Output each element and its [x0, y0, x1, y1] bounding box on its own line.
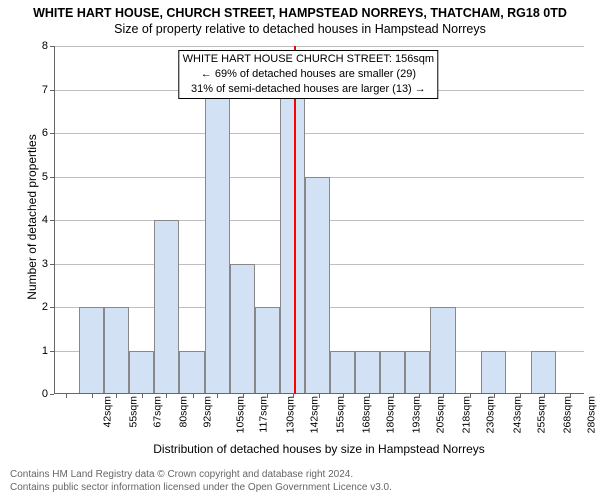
ytick-label: 6	[42, 127, 48, 139]
xtick-mark	[116, 394, 117, 398]
footer-line-2: Contains public sector information licen…	[10, 481, 392, 494]
xtick-label: 205sqm	[435, 396, 447, 433]
xtick-label: 268sqm	[561, 396, 573, 433]
histogram-bar	[79, 307, 104, 394]
xtick-label: 117sqm	[257, 396, 269, 433]
xtick-label: 155sqm	[334, 396, 346, 433]
histogram-bar	[380, 351, 405, 395]
xtick-mark	[243, 394, 244, 398]
y-axis-label: Number of detached properties	[25, 117, 39, 317]
xtick-label: 142sqm	[308, 396, 320, 433]
xtick-mark	[520, 394, 521, 398]
histogram-bar	[230, 264, 255, 395]
xtick-mark	[319, 394, 320, 398]
footer-attribution: Contains HM Land Registry data © Crown c…	[10, 468, 392, 494]
chart-container: WHITE HART HOUSE, CHURCH STREET, HAMPSTE…	[0, 0, 600, 500]
histogram-bar	[104, 307, 129, 394]
gridline	[54, 46, 584, 47]
xtick-mark	[217, 394, 218, 398]
histogram-bar	[305, 177, 330, 395]
xtick-label: 92sqm	[202, 396, 214, 428]
histogram-bar	[355, 351, 380, 395]
chart-title: WHITE HART HOUSE, CHURCH STREET, HAMPSTE…	[0, 0, 600, 20]
annotation-line: 31% of semi-detached houses are larger (…	[183, 82, 434, 97]
xtick-label: 67sqm	[152, 396, 164, 428]
chart-subtitle: Size of property relative to detached ho…	[0, 20, 600, 36]
xtick-mark	[166, 394, 167, 398]
xtick-label: 168sqm	[360, 396, 372, 433]
footer-line-1: Contains HM Land Registry data © Crown c…	[10, 468, 392, 481]
xtick-mark	[443, 394, 444, 398]
plot-area: 01234567842sqm55sqm67sqm80sqm92sqm105sqm…	[54, 46, 584, 394]
annotation-line: ← 69% of detached houses are smaller (29…	[183, 67, 434, 82]
xtick-mark	[66, 394, 67, 398]
histogram-bar	[481, 351, 506, 395]
xtick-label: 193sqm	[411, 396, 423, 433]
histogram-bar	[154, 220, 179, 394]
ytick-label: 5	[42, 171, 48, 183]
xtick-mark	[470, 394, 471, 398]
histogram-bar	[205, 90, 230, 395]
xtick-label: 255sqm	[535, 396, 547, 433]
xtick-label: 130sqm	[284, 396, 296, 433]
xtick-mark	[570, 394, 571, 398]
histogram-bar	[280, 90, 305, 395]
histogram-bar	[531, 351, 556, 395]
histogram-bar	[179, 351, 204, 395]
xtick-mark	[267, 394, 268, 398]
xtick-mark	[544, 394, 545, 398]
histogram-bar	[330, 351, 355, 395]
xtick-label: 105sqm	[234, 396, 246, 433]
annotation-line: WHITE HART HOUSE CHURCH STREET: 156sqm	[183, 52, 434, 67]
histogram-bar	[405, 351, 430, 395]
x-axis-label: Distribution of detached houses by size …	[54, 442, 584, 456]
xtick-label: 230sqm	[485, 396, 497, 433]
xtick-mark	[293, 394, 294, 398]
ytick-label: 8	[42, 40, 48, 52]
xtick-label: 280sqm	[585, 396, 597, 433]
annotation-box: WHITE HART HOUSE CHURCH STREET: 156sqm← …	[179, 50, 438, 99]
ytick-mark	[50, 394, 54, 395]
xtick-mark	[369, 394, 370, 398]
xtick-label: 218sqm	[461, 396, 473, 433]
histogram-bar	[255, 307, 280, 394]
xtick-mark	[193, 394, 194, 398]
xtick-mark	[419, 394, 420, 398]
xtick-mark	[393, 394, 394, 398]
gridline	[54, 133, 584, 134]
ytick-label: 3	[42, 258, 48, 270]
histogram-bar	[129, 351, 154, 395]
ytick-label: 0	[42, 388, 48, 400]
xtick-mark	[494, 394, 495, 398]
xtick-label: 42sqm	[102, 396, 114, 428]
xtick-mark	[142, 394, 143, 398]
histogram-bar	[430, 307, 455, 394]
xtick-label: 80sqm	[178, 396, 190, 428]
ytick-label: 4	[42, 214, 48, 226]
xtick-label: 243sqm	[511, 396, 523, 433]
xtick-label: 55sqm	[128, 396, 140, 428]
ytick-label: 1	[42, 345, 48, 357]
xtick-mark	[343, 394, 344, 398]
xtick-label: 180sqm	[384, 396, 396, 433]
ytick-label: 7	[42, 84, 48, 96]
xtick-mark	[92, 394, 93, 398]
y-axis-line	[54, 46, 55, 394]
ytick-label: 2	[42, 301, 48, 313]
